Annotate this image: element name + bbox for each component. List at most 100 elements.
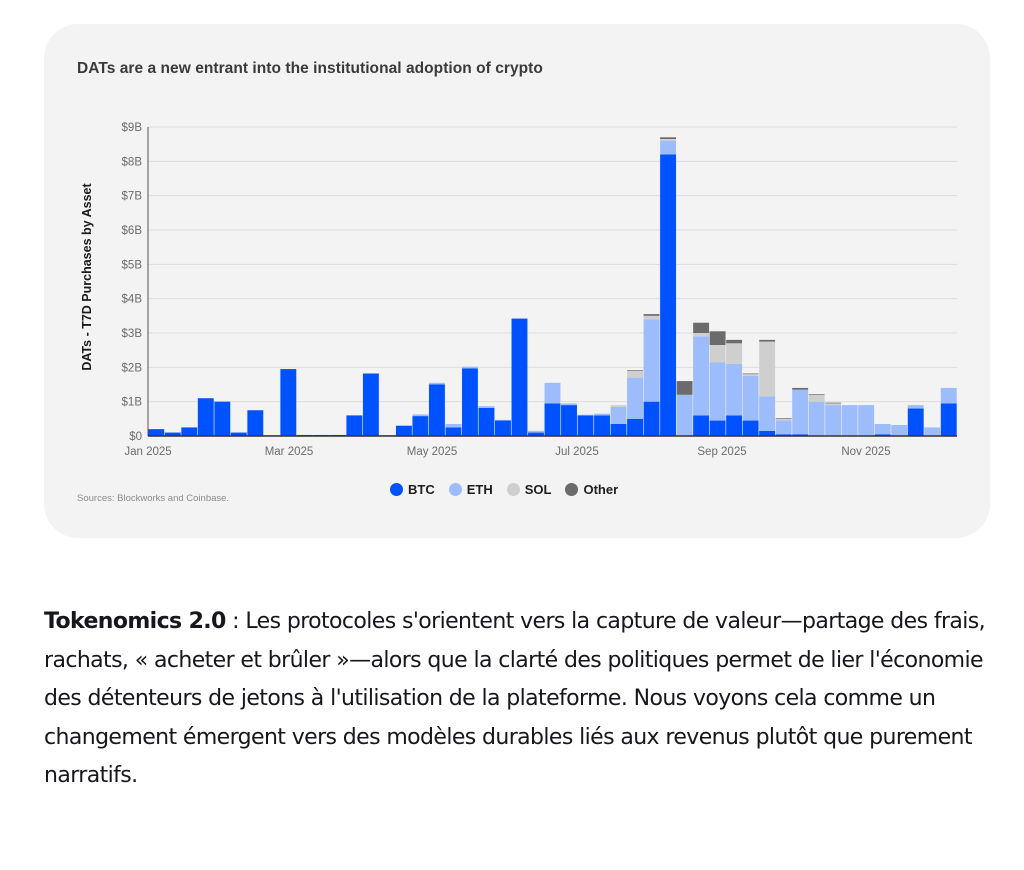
bar-segment-eth — [693, 336, 710, 416]
paragraph-bold-lead: Tokenomics 2.0 — [44, 609, 226, 634]
legend-dot-icon — [390, 483, 403, 496]
chart-title: DATs are a new entrant into the institut… — [77, 60, 543, 77]
bar-segment-btc — [197, 398, 214, 436]
bar-segment-sol — [742, 374, 759, 376]
bar-segment-btc — [742, 420, 759, 436]
bar-segment-other — [709, 331, 726, 346]
bar-segment-btc — [164, 432, 181, 436]
bar-segment-btc — [148, 429, 165, 436]
bar-segment-eth — [742, 375, 759, 421]
bar-segment-other — [627, 370, 644, 371]
bar-segment-btc — [280, 369, 297, 436]
bar-segment-eth — [874, 423, 891, 435]
y-tick-label: $8B — [122, 156, 143, 168]
legend-item-sol: SOL — [506, 482, 551, 497]
bar-segment-btc — [247, 410, 264, 436]
bar-segment-eth — [561, 403, 577, 406]
bar-segment-sol — [775, 418, 792, 421]
x-tick-label: Jul 2025 — [555, 446, 598, 458]
bar-segment-btc — [610, 423, 627, 436]
bar-segment-eth — [775, 420, 792, 435]
bar-segment-eth — [577, 414, 594, 416]
bar-segment-other — [676, 381, 693, 395]
x-tick-label: Mar 2025 — [265, 446, 314, 458]
bar-segment-btc — [627, 418, 644, 436]
bar-segment-other — [775, 418, 792, 419]
bar-segment-btc — [214, 401, 231, 436]
bar-segment-other — [643, 314, 660, 316]
bar-segment-sol — [693, 333, 710, 337]
y-tick-label: $4B — [122, 294, 143, 306]
bar-segment-sol — [627, 370, 644, 378]
bar-segment-eth — [940, 387, 957, 404]
x-tick-label: May 2025 — [407, 446, 458, 458]
bar-segment-btc — [395, 425, 412, 436]
bar-segment-eth — [495, 419, 511, 421]
bar-segment-eth — [759, 396, 776, 431]
bar-segment-btc — [478, 407, 495, 436]
chart-legend: BTC ETH SOL Other — [390, 482, 618, 497]
bar-segment-btc — [495, 420, 511, 436]
bar-segment-btc — [445, 427, 462, 436]
bar-segment-btc — [660, 154, 677, 436]
bar-segment-btc — [643, 401, 660, 436]
bar-segment-eth — [709, 362, 726, 421]
bar-segment-btc — [230, 432, 247, 436]
bar-segment-sol — [808, 394, 825, 402]
bar-segment-eth — [610, 406, 627, 424]
bar-segment-btc — [561, 405, 577, 436]
bar-segment-other — [726, 339, 743, 344]
bar-segment-sol — [660, 139, 677, 141]
bar-segment-btc — [874, 434, 891, 436]
x-tick-label: Jan 2025 — [124, 446, 171, 458]
y-tick-label: $6B — [122, 225, 143, 237]
bar-segment-btc — [362, 373, 379, 436]
bar-segment-eth — [412, 414, 429, 417]
bar-segment-btc — [693, 415, 710, 436]
bar-segment-eth — [924, 427, 941, 436]
bar-segment-btc — [726, 415, 743, 436]
bar-segment-eth — [428, 382, 445, 385]
bar-segment-other — [693, 322, 710, 333]
bar-segment-eth — [825, 405, 842, 436]
bar-segment-other — [742, 373, 759, 375]
legend-dot-icon — [565, 483, 579, 496]
bar-segment-btc — [907, 408, 924, 436]
bar-segment-eth — [660, 140, 677, 155]
bar-segment-btc — [759, 430, 776, 436]
bar-segment-sol — [610, 405, 627, 407]
y-tick-label: $2B — [122, 362, 143, 374]
chart-plot: $0 $1B $2B $3B $4B $5B $6B $7B $8B $9B Jan 2025 Mar… — [122, 122, 957, 458]
bar-segment-eth — [544, 382, 561, 404]
bar-segment-sol — [643, 315, 660, 320]
bar-segment-btc — [709, 420, 726, 436]
bar-segment-btc — [412, 416, 429, 436]
bar-segment-eth — [907, 405, 924, 409]
bar-segment-btc — [528, 432, 544, 436]
bar-segment-eth — [478, 406, 495, 408]
legend-item-eth: ETH — [448, 482, 493, 497]
bar-segment-sol — [709, 345, 726, 363]
bar-segment-eth — [627, 377, 644, 419]
bar-segment-eth — [792, 389, 809, 435]
bar-segment-btc — [181, 427, 198, 436]
bar-segment-btc — [346, 415, 363, 436]
bar-segment-other — [759, 339, 776, 342]
bar-segment-btc — [594, 415, 610, 436]
bar-segment-eth — [808, 401, 825, 436]
bar-segment-other — [808, 394, 825, 395]
bar-segment-other — [825, 402, 842, 404]
bar-segment-eth — [726, 363, 743, 416]
bar-segment-eth — [891, 425, 908, 436]
bar-segment-btc — [461, 368, 478, 436]
bar-segment-btc — [775, 434, 792, 436]
y-tick-label: $7B — [122, 191, 143, 203]
x-tick-label: Nov 2025 — [841, 446, 890, 458]
bar-segment-sol — [759, 341, 776, 397]
bar-segment-btc — [511, 318, 528, 436]
bar-segment-eth — [528, 430, 544, 433]
chart-card: DATs are a new entrant into the institut… — [44, 24, 990, 538]
legend-dot-icon — [506, 483, 520, 496]
bar-segment-btc — [792, 434, 809, 436]
bar-segment-eth — [445, 423, 462, 428]
